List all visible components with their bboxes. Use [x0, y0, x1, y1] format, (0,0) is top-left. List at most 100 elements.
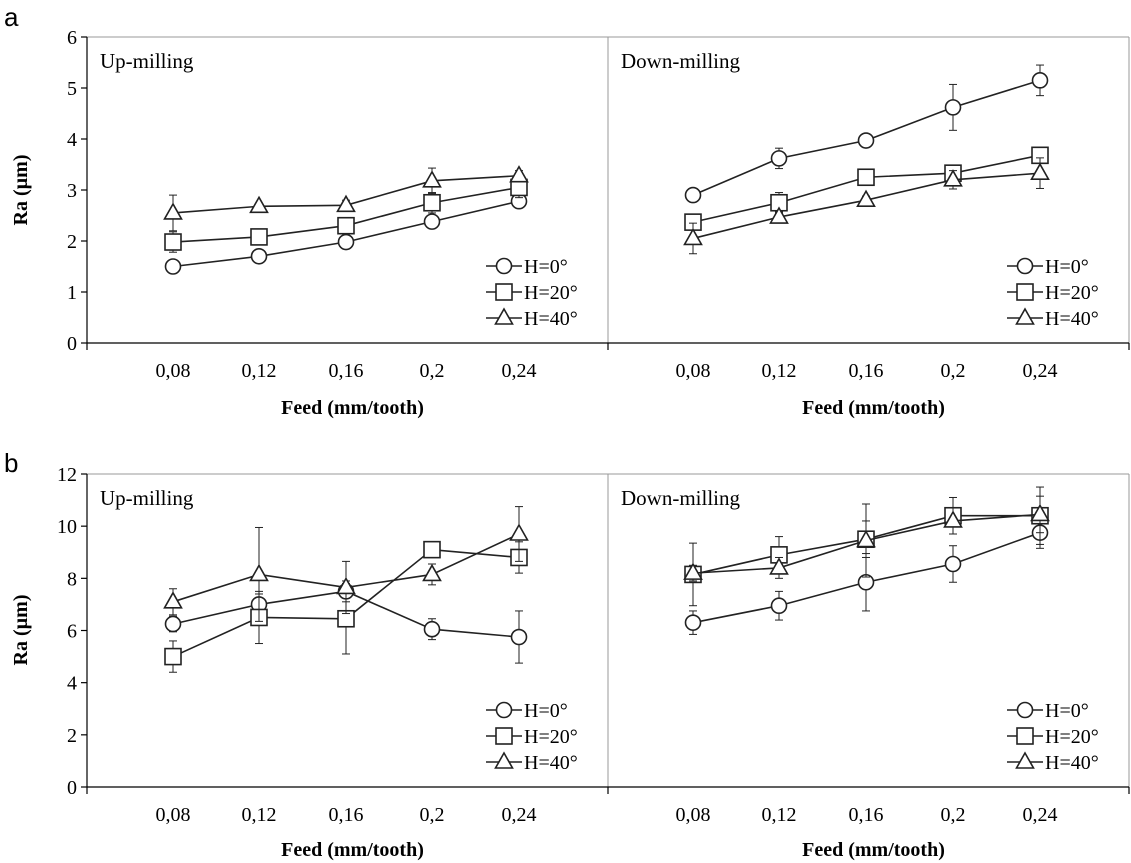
y-tick-label: 2 [67, 725, 77, 747]
data-point [769, 557, 789, 575]
legend-marker [495, 257, 513, 275]
subplot-down-milling: Down-milling 0,08 0,12 0,16 0,2 0,24 Feed (mm/… [621, 486, 1099, 861]
legend-label: H=0° [1045, 256, 1089, 278]
series-triangle [163, 506, 529, 622]
legend-label: H=20° [524, 726, 578, 748]
legend-entry: H=40° [486, 307, 578, 330]
x-tick-label: 0,12 [762, 804, 797, 826]
legend-marker [495, 727, 513, 745]
chart-panel-b: b 0 2 4 6 8 10 12 Ra (µm) Up-milling 0,08 0,12 0,16 0… [4, 448, 1130, 861]
legend-entry: H=40° [486, 751, 578, 774]
x-tick-label: 0,2 [941, 804, 966, 826]
subplot-down-milling: Down-milling 0,08 0,12 0,16 0,2 0,24 Feed (mm/… [621, 49, 1099, 419]
x-tick-label: 0,24 [1023, 360, 1058, 382]
x-tick-label: 0,12 [242, 804, 277, 826]
y-tick-label: 4 [67, 673, 77, 695]
data-point [1030, 162, 1050, 180]
legend-label: H=40° [1045, 752, 1099, 774]
panel-letter: a [4, 2, 19, 32]
subplot-title: Up-milling [100, 486, 194, 510]
x-tick-label: 0,08 [676, 360, 711, 382]
x-tick-label: 0,12 [762, 360, 797, 382]
legend-entry: H=20° [1007, 726, 1099, 748]
x-tick-label: 0,08 [156, 360, 191, 382]
legend-label: H=0° [524, 700, 568, 722]
data-point [769, 206, 789, 224]
legend-entry: H=20° [486, 726, 578, 748]
data-point [1031, 72, 1049, 89]
data-point [509, 523, 529, 541]
x-tick-label: 0,16 [849, 360, 884, 382]
legend-label: H=40° [524, 308, 578, 330]
x-tick-label: 0,2 [941, 360, 966, 382]
series-triangle [163, 165, 529, 232]
data-point [944, 555, 962, 573]
chart-panel-a: a 0 1 2 3 4 5 6 Ra (µm) Up-milling 0,08 0,12 0,16 0,2… [4, 2, 1130, 419]
y-tick-label: 3 [67, 180, 77, 202]
data-point [422, 170, 442, 188]
data-point [509, 165, 529, 183]
legend-entry: H=20° [486, 282, 578, 304]
legend-marker [1016, 727, 1034, 745]
data-point [164, 615, 182, 633]
legend-label: H=0° [524, 256, 568, 278]
legend-label: H=40° [1045, 308, 1099, 330]
legend-marker [1016, 701, 1034, 719]
legend-label: H=20° [524, 282, 578, 304]
panel-letter: b [4, 448, 18, 478]
legend-marker [1015, 751, 1035, 769]
y-tick-label: 6 [67, 621, 77, 643]
legend-label: H=0° [1045, 700, 1089, 722]
data-point [250, 247, 268, 265]
series-triangle [683, 495, 1050, 582]
legend-label: H=20° [1045, 726, 1099, 748]
legend-marker [1016, 283, 1034, 301]
y-axis-title: Ra (µm) [10, 155, 32, 226]
y-tick-label: 12 [57, 464, 77, 486]
data-point [684, 614, 702, 631]
data-point [163, 202, 183, 220]
subplot-up-milling: Up-milling 0,08 0,12 0,16 0,2 0,24 Feed (mm/to… [100, 486, 578, 861]
y-axis-title: Ra (µm) [10, 595, 32, 666]
legend-marker [495, 283, 513, 301]
data-point [336, 576, 356, 595]
data-point [684, 186, 702, 204]
y-tick-label: 6 [67, 27, 77, 49]
data-point [510, 628, 528, 646]
data-point [1030, 503, 1050, 522]
data-point [683, 227, 703, 246]
subplot-title: Up-milling [100, 49, 194, 73]
legend-marker [1016, 257, 1034, 275]
legend-label: H=20° [1045, 282, 1099, 304]
x-tick-label: 0,2 [420, 360, 445, 382]
legend-entry: H=20° [1007, 282, 1099, 304]
series-circle [164, 192, 528, 275]
data-point [422, 563, 442, 582]
data-point [423, 213, 441, 230]
data-point [857, 132, 875, 149]
x-axis-title: Feed (mm/tooth) [802, 839, 945, 861]
subplot-up-milling: Up-milling 0,08 0,12 0,16 0,2 0,24 Feed (mm/to… [100, 49, 578, 419]
x-tick-label: 0,08 [156, 804, 191, 826]
legend-marker [495, 701, 513, 719]
y-tick-label: 10 [57, 516, 77, 538]
data-point [250, 228, 268, 246]
y-tick-label: 8 [67, 568, 77, 590]
data-point [337, 216, 355, 235]
data-point [164, 258, 182, 275]
data-point [856, 189, 876, 207]
y-tick-label: 5 [67, 78, 77, 100]
y-tick-label: 1 [67, 282, 77, 304]
data-point [943, 169, 963, 187]
data-point [163, 591, 183, 609]
data-point [944, 99, 962, 116]
x-tick-label: 0,24 [1023, 804, 1058, 826]
data-point [164, 647, 182, 666]
legend-entry: H=40° [1007, 751, 1099, 774]
x-axis-title: Feed (mm/tooth) [281, 397, 424, 419]
data-point [943, 510, 963, 528]
x-tick-label: 0,24 [502, 804, 537, 826]
series-square [684, 146, 1049, 231]
y-tick-label: 0 [67, 333, 77, 355]
x-tick-label: 0,08 [676, 804, 711, 826]
